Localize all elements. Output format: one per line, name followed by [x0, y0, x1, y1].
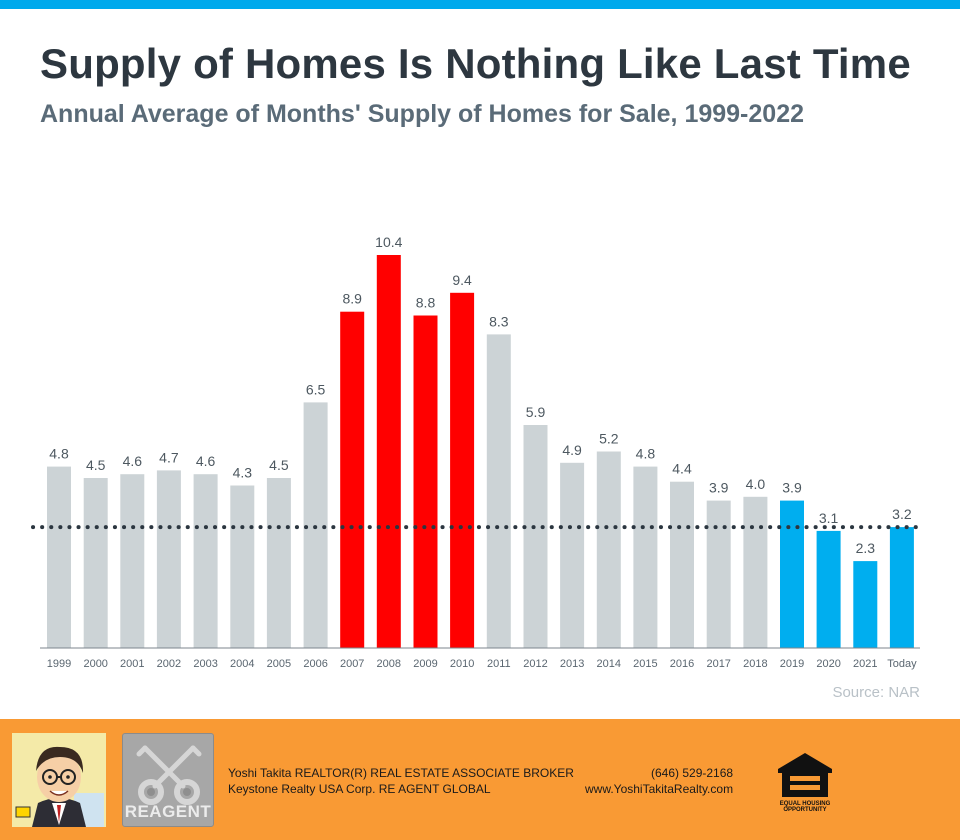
- value-label-2011: 8.3: [489, 313, 509, 329]
- tick-label-2011: 2011: [487, 658, 511, 670]
- value-label-2005: 4.5: [269, 457, 289, 473]
- tick-label-2004: 2004: [230, 658, 254, 670]
- bar-2014: [596, 451, 621, 648]
- agent-caricature-image: [12, 733, 106, 827]
- equal-housing-logo: EQUAL HOUSING OPPORTUNITY: [770, 749, 840, 813]
- value-label-1999: 4.8: [49, 446, 69, 462]
- tick-label-2006: 2006: [303, 658, 327, 670]
- value-label-2002: 4.7: [159, 449, 179, 465]
- tick-label-2007: 2007: [340, 658, 364, 670]
- top-accent-stripe: [0, 0, 960, 9]
- tick-label-2008: 2008: [377, 658, 401, 670]
- value-label-2014: 5.2: [599, 431, 619, 447]
- value-label-2018: 4.0: [746, 476, 766, 492]
- bar-2013: [560, 462, 585, 648]
- tick-label-2013: 2013: [560, 658, 584, 670]
- bar-2015: [633, 466, 658, 648]
- bar-2012: [523, 425, 548, 648]
- value-label-2015: 4.8: [636, 446, 656, 462]
- source-note: Source: NAR: [832, 684, 920, 701]
- tick-label-2002: 2002: [157, 658, 181, 670]
- value-label-2019: 3.9: [782, 480, 802, 496]
- tick-label-2019: 2019: [780, 658, 804, 670]
- chart-subtitle: Annual Average of Months' Supply of Home…: [40, 100, 805, 128]
- tick-label-2017: 2017: [706, 658, 730, 670]
- value-label-2017: 3.9: [709, 480, 729, 496]
- bar-2018: [743, 496, 768, 648]
- bar-2002: [156, 470, 181, 648]
- bar-2004: [230, 485, 255, 648]
- tick-label-2005: 2005: [267, 658, 291, 670]
- value-label-2016: 4.4: [672, 461, 692, 477]
- value-label-2009: 8.8: [416, 295, 436, 311]
- bar-2021: [853, 561, 878, 648]
- agent-name-line: Yoshi Takita REALTOR(R) REAL ESTATE ASSO…: [228, 766, 574, 780]
- eho-text-line-1: EQUAL HOUSING: [779, 801, 831, 807]
- phone-number: (646) 529-2168: [651, 766, 734, 780]
- value-label-2004: 4.3: [233, 465, 253, 481]
- value-label-2001: 4.6: [123, 453, 143, 469]
- bar-2005: [266, 478, 291, 648]
- company-line: Keystone Realty USA Corp. RE AGENT GLOBA…: [228, 782, 491, 796]
- tick-label-2018: 2018: [743, 658, 767, 670]
- bars-group: [47, 255, 914, 648]
- bar-today: [889, 527, 914, 648]
- value-label-2000: 4.5: [86, 457, 106, 473]
- value-labels-group: 4.8 4.5 4.6 4.7 4.6 4.3 4.5 6.5 8.9 10.4 8.8 9.4 8.3…: [49, 234, 912, 556]
- tick-label-2001: 2001: [120, 658, 144, 670]
- tick-label-2012: 2012: [523, 658, 547, 670]
- value-label-2021: 2.3: [856, 540, 876, 556]
- bar-2003: [193, 474, 218, 648]
- tick-label-2014: 2014: [597, 658, 621, 670]
- tick-label-2003: 2003: [193, 658, 217, 670]
- bar-1999: [47, 466, 71, 648]
- tick-label-2021: 2021: [853, 658, 877, 670]
- tick-label-2016: 2016: [670, 658, 694, 670]
- value-label-2010: 9.4: [452, 272, 472, 288]
- footer-bar: REAGENT Yoshi Takita REALTOR(R) REAL EST…: [0, 719, 960, 840]
- chart-title: Supply of Homes Is Nothing Like Last Tim…: [40, 40, 911, 87]
- tick-label-2000: 2000: [83, 658, 107, 670]
- tick-label-2009: 2009: [413, 658, 437, 670]
- bar-2007: [340, 311, 365, 648]
- bar-2009: [413, 315, 438, 648]
- value-label-2008: 10.4: [375, 234, 402, 250]
- bar-2019: [780, 500, 804, 648]
- crossed-keys-icon: [136, 745, 202, 805]
- bar-2010: [450, 292, 475, 648]
- tick-labels-group: 1999 2000 2001 2002 2003 2004 2005 2006 2007 2008…: [47, 658, 917, 670]
- equal-housing-house-icon: [778, 753, 832, 797]
- bar-2017: [706, 500, 731, 648]
- bar-2020: [816, 530, 841, 648]
- value-label-2003: 4.6: [196, 453, 216, 469]
- logo-text: REAGENT: [124, 802, 212, 821]
- bar-2001: [120, 474, 145, 648]
- tick-label-1999: 1999: [47, 658, 71, 670]
- tick-label-2015: 2015: [633, 658, 657, 670]
- bar-chart: 4.8 4.5 4.6 4.7 4.6 4.3 4.5 6.5 8.9 10.4 8.8 9.4 8.3…: [31, 234, 920, 670]
- bar-2008: [376, 255, 401, 648]
- value-label-2007: 8.9: [342, 291, 362, 307]
- value-label-today: 3.2: [892, 506, 912, 522]
- tick-label-today: Today: [887, 658, 917, 670]
- eho-text-line-2: OPPORTUNITY: [783, 807, 827, 813]
- value-label-2006: 6.5: [306, 381, 326, 397]
- value-label-2020: 3.1: [819, 510, 839, 526]
- bar-2000: [83, 478, 108, 648]
- reagent-logo: REAGENT: [122, 733, 214, 827]
- value-label-2013: 4.9: [562, 442, 582, 458]
- value-label-2012: 5.9: [526, 404, 546, 420]
- bar-2011: [486, 334, 511, 648]
- bar-2016: [670, 481, 694, 648]
- website-link[interactable]: www.YoshiTakitaRealty.com: [585, 782, 734, 796]
- tick-label-2020: 2020: [816, 658, 840, 670]
- tick-label-2010: 2010: [450, 658, 474, 670]
